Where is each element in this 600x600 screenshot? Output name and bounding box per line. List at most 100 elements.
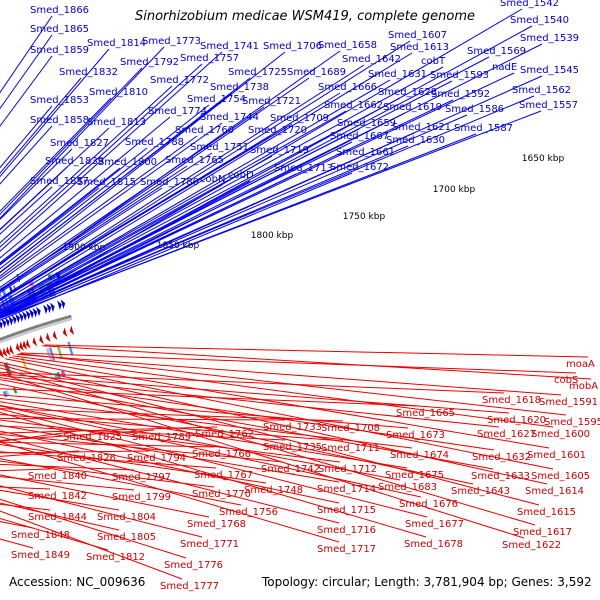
forward-gene-label: Smed_1557 — [519, 100, 578, 111]
reverse-gene-arrow — [19, 341, 24, 351]
forward-gene-arrow — [57, 300, 62, 311]
cog-block — [6, 389, 10, 397]
forward-gene-label: Smed_1721 — [242, 96, 301, 107]
forward-label-line — [0, 186, 53, 235]
forward-label-line — [0, 64, 365, 300]
reverse-gene-label: Smed_1844 — [28, 512, 87, 523]
reverse-gene-label: Smed_1674 — [390, 450, 449, 461]
forward-gene-label: Smed_1592 — [431, 89, 490, 100]
forward-label-line — [0, 77, 251, 274]
reverse-label-line — [0, 510, 183, 580]
reverse-gene-arrow — [15, 342, 21, 353]
forward-gene-label: Smed_1569 — [467, 46, 526, 57]
forward-gene-label: Smed_1666 — [318, 82, 377, 93]
reverse-gene-arrow — [46, 332, 51, 343]
forward-gene-label: Smed_1662 — [324, 100, 383, 111]
reverse-label-line — [0, 517, 109, 551]
forward-gene-label: Smed_1540 — [510, 15, 569, 26]
reverse-label-line — [0, 367, 536, 526]
forward-label-line — [0, 48, 110, 178]
reverse-gene-label: Smed_1794 — [127, 453, 186, 464]
reverse-gene-label: Smed_1767 — [194, 470, 253, 481]
reverse-label-line — [0, 426, 218, 434]
forward-gene-label: Smed_1800 — [98, 157, 157, 168]
forward-label-line — [0, 99, 454, 316]
forward-label-line — [0, 97, 112, 212]
map-title: Sinorhizobium medicae WSM419, complete g… — [135, 9, 475, 24]
reverse-gene-label: Smed_1776 — [164, 560, 223, 571]
forward-label-line — [0, 55, 53, 127]
reverse-gene-label: Smed_1716 — [317, 525, 376, 536]
reverse-label-line — [0, 364, 540, 506]
forward-label-line — [0, 155, 273, 307]
reverse-label-line — [0, 498, 187, 559]
forward-gene-label: Smed_1853 — [30, 95, 89, 106]
reverse-label-line — [0, 430, 340, 504]
forward-gene-label: Smed_1760 — [175, 125, 234, 136]
forward-label-line — [0, 63, 203, 248]
reverse-gene-label: Smed_1708 — [321, 423, 380, 434]
reverse-gene-arrow — [9, 345, 14, 355]
forward-label-line — [0, 79, 391, 307]
reverse-label-line — [0, 463, 135, 471]
reverse-label-line — [0, 408, 428, 518]
forward-label-line — [0, 167, 121, 264]
forward-gene-arrow — [36, 306, 41, 317]
reverse-gene-label: Smed_1617 — [513, 527, 572, 538]
forward-gene-label: Smed_1658 — [318, 40, 377, 51]
forward-gene-label: Smed_1661 — [336, 147, 395, 158]
reverse-label-line — [12, 355, 554, 428]
topology-text: Topology: circular; Length: 3,781,904 bp… — [261, 575, 592, 589]
reverse-strand-genes — [0, 325, 75, 359]
cog-block — [56, 344, 63, 359]
forward-gene-label: Smed_1857 — [30, 176, 89, 187]
reverse-gene-label: Smed_1804 — [97, 512, 156, 523]
reverse-gene-label: Smed_1601 — [527, 450, 586, 461]
forward-label-line — [0, 43, 543, 318]
reverse-label-line — [0, 433, 284, 463]
reverse-gene-label: Smed_1605 — [531, 471, 590, 482]
reverse-gene-label: Smed_1840 — [28, 471, 87, 482]
forward-gene-label: Smed_1859 — [30, 45, 89, 56]
reverse-gene-label: Smed_1677 — [405, 519, 464, 530]
reverse-label-line — [0, 458, 242, 506]
forward-gene-label: Smed_1631 — [368, 69, 427, 80]
forward-label-line — [0, 147, 148, 265]
reverse-label-line — [0, 404, 401, 481]
forward-gene-label: cobN — [200, 174, 225, 185]
reverse-label-lines — [0, 344, 592, 580]
forward-label-line — [0, 40, 411, 302]
forward-gene-label: Smed_1773 — [142, 36, 201, 47]
reverse-gene-label: Smed_1826 — [57, 453, 116, 464]
forward-gene-label: Smed_1814 — [87, 38, 146, 49]
forward-label-line — [0, 152, 213, 292]
reverse-label-line — [0, 429, 86, 443]
forward-label-line — [0, 8, 523, 316]
forward-label-line — [0, 95, 535, 318]
reverse-gene-label: Smed_1711 — [321, 443, 380, 454]
reverse-label-line — [20, 352, 577, 374]
forward-gene-label: Smed_1741 — [200, 41, 259, 52]
reverse-gene-label: Smed_1620 — [487, 415, 546, 426]
forward-gene-label: Smed_1757 — [180, 53, 239, 64]
forward-label-line — [0, 187, 163, 294]
reverse-gene-label: Smed_1683 — [378, 482, 437, 493]
forward-gene-label: cobD — [228, 170, 254, 181]
reverse-gene-label: Smed_1797 — [112, 472, 171, 483]
forward-gene-arrow — [0, 321, 3, 330]
kbp-label: 1650 kbp — [522, 154, 565, 164]
forward-gene-arrow — [43, 304, 48, 315]
reverse-gene-label: Smed_1735 — [263, 442, 322, 453]
reverse-label-line — [0, 373, 525, 539]
reverse-label-line — [0, 388, 419, 407]
forward-label-line — [0, 25, 533, 317]
forward-gene-label: Smed_1667 — [330, 131, 389, 142]
forward-label-line — [0, 85, 173, 244]
reverse-gene-label: Smed_1742 — [261, 464, 320, 475]
reverse-label-line — [0, 468, 51, 472]
reverse-gene-label: Smed_1627 — [477, 429, 536, 440]
forward-gene-labels: Smed_1866Smed_1865Smed_1859Smed_1832Smed… — [30, 0, 579, 188]
forward-gene-arrow — [60, 299, 66, 310]
